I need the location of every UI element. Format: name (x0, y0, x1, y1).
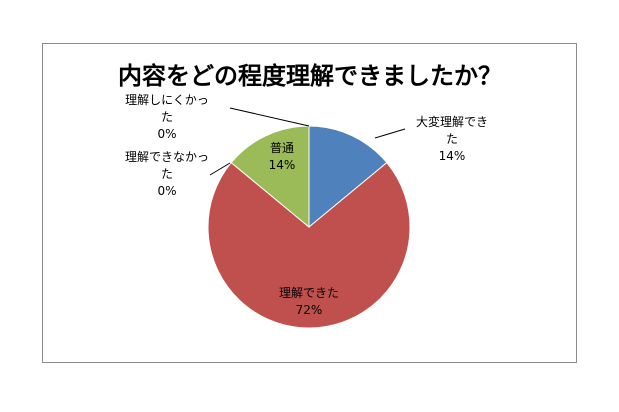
pie-slice-0 (308, 125, 388, 229)
pie-slices (207, 125, 411, 329)
leader-line-2 (209, 162, 231, 176)
slice-label-line-2-0: 理解できなかっ (125, 150, 209, 164)
slice-label-4: 普通 14% (269, 141, 296, 172)
slice-label-line-3-0: 理解しにくかっ (125, 93, 209, 107)
slice-label-line-4-0: 普通 (270, 141, 294, 155)
slice-value-2: 0% (157, 184, 176, 198)
chart-title: 内容をどの程度理解できましたか？ (118, 62, 502, 90)
slice-label-line-2-1: た (161, 167, 173, 181)
slice-value-0: 14% (439, 149, 466, 163)
pie-slice-1 (207, 161, 411, 329)
slice-label-line-0-0: 大変理解でき (416, 114, 488, 129)
slice-labels: 大変理解できた 14%理解できた 72%理解できなかった 0%理解しにくかった 0%普通… (125, 93, 488, 317)
leader-lines (209, 107, 406, 176)
slice-label-1: 理解できた 72% (279, 286, 339, 317)
slice-value-3: 0% (157, 127, 176, 141)
leader-line-0 (374, 128, 406, 139)
slice-label-2: 理解できなかった 0% (125, 150, 209, 198)
slice-value-1: 72% (296, 303, 323, 317)
slice-label-line-0-1: た (446, 132, 458, 146)
leader-line-3 (229, 107, 310, 127)
slice-label-line-1-0: 理解できた (279, 286, 339, 300)
slice-value-4: 14% (269, 158, 296, 172)
pie-slice-4 (230, 125, 310, 229)
slice-label-3: 理解しにくかった 0% (125, 93, 209, 141)
slice-label-line-3-1: た (161, 110, 173, 124)
slice-label-0: 大変理解できた 14% (416, 114, 488, 163)
